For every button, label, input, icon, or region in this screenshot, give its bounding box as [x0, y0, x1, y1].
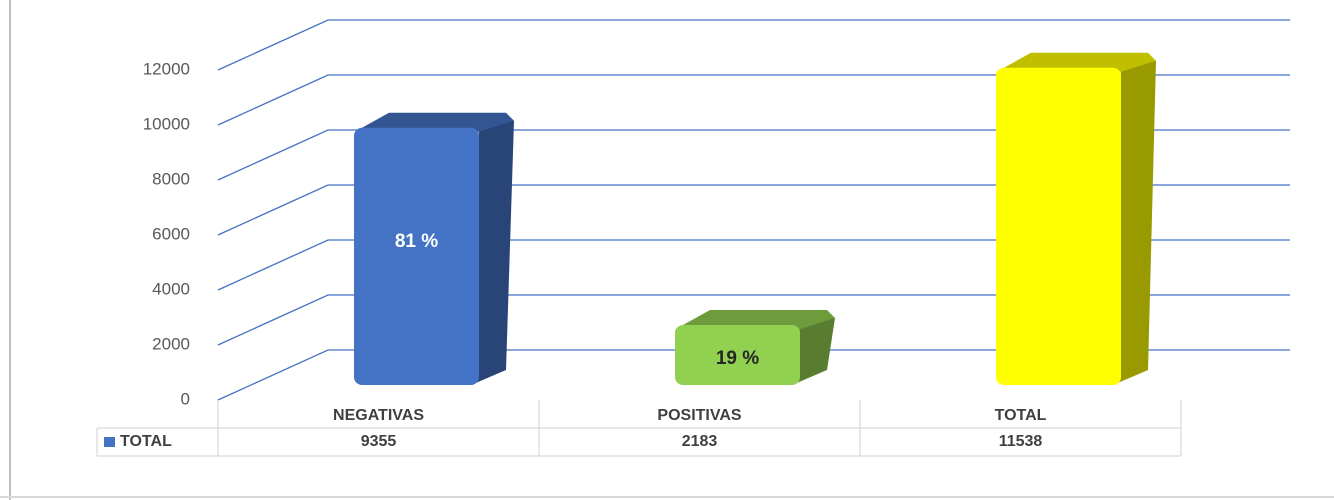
bar-side — [1113, 60, 1156, 385]
table-value: 2183 — [682, 433, 718, 450]
grid-line — [217, 19, 1290, 71]
grid-line — [217, 129, 1290, 181]
data-label: 19 % — [716, 348, 759, 369]
bar-front — [675, 324, 800, 385]
grid-line — [217, 184, 1290, 236]
bar-side — [471, 120, 514, 386]
y-tick-label: 4000 — [152, 279, 190, 298]
bar-front — [996, 67, 1121, 385]
y-tick-label: 0 — [181, 389, 190, 408]
y-tick-label: 12000 — [143, 59, 190, 78]
y-tick-label: 10000 — [143, 114, 190, 133]
bar — [354, 112, 514, 386]
x-tick-label: POSITIVAS — [657, 407, 741, 424]
y-tick-label: 8000 — [152, 169, 190, 188]
bar-front — [354, 127, 479, 386]
y-tick-label: 6000 — [152, 224, 190, 243]
y-tick-label: 2000 — [152, 334, 190, 353]
x-tick-label: NEGATIVAS — [333, 407, 424, 424]
legend-label: TOTAL — [120, 433, 172, 450]
grid-line — [217, 349, 1290, 401]
legend-key — [104, 437, 115, 447]
grid-line — [217, 74, 1290, 126]
x-tick-label: TOTAL — [995, 407, 1047, 424]
bar — [675, 309, 835, 385]
grid-line — [217, 294, 1290, 346]
bar — [996, 52, 1156, 385]
bar-side — [792, 317, 835, 385]
table-value: 11538 — [999, 433, 1043, 450]
grid-line — [217, 239, 1290, 291]
data-label: 81 % — [395, 231, 438, 252]
table-value: 9355 — [361, 433, 397, 450]
